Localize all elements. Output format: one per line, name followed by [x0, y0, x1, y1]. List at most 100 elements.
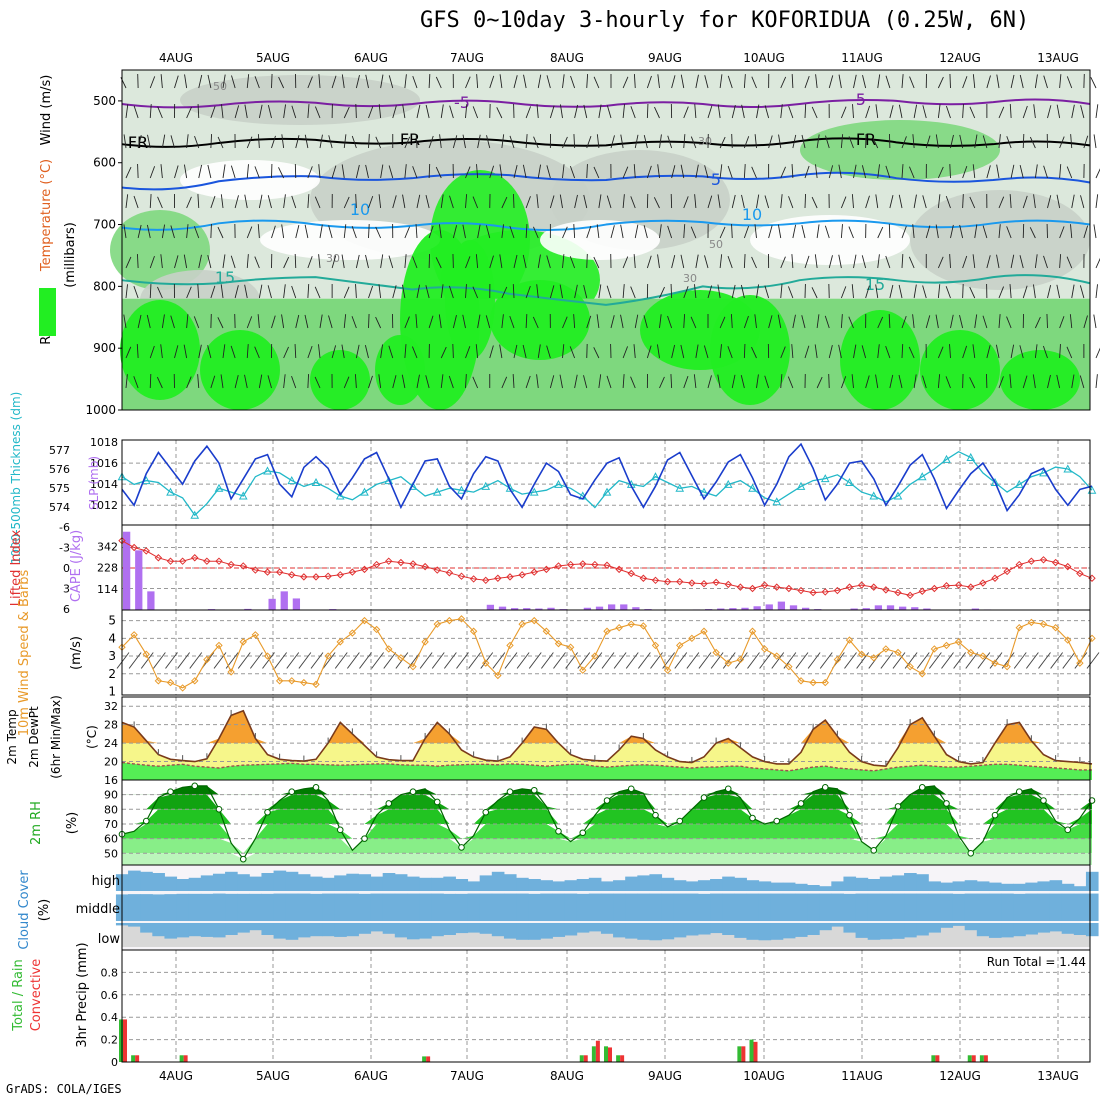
wind-barb [791, 254, 794, 269]
cloud-low-bar [613, 923, 626, 938]
cloud-high-bar [309, 876, 323, 891]
thickness-marker [214, 483, 224, 492]
lifted-index-marker [191, 554, 199, 562]
wind-barb [780, 166, 786, 179]
wind-barb [156, 376, 163, 389]
wind-barb [574, 284, 578, 299]
wind-barb [945, 376, 951, 389]
wind-barb [509, 315, 515, 329]
wind-barb [416, 194, 421, 209]
cloud-middle-bar [782, 893, 796, 921]
cloud-low-bar [576, 923, 590, 933]
wind-speed-marker [542, 627, 551, 635]
wind-barb [149, 104, 152, 119]
wind-barb [1009, 284, 1012, 299]
thickness-marker [942, 454, 951, 463]
wind-barb [703, 345, 709, 359]
surface-wind-barb [613, 652, 627, 669]
wind-barb [136, 344, 139, 359]
wind-barb [258, 104, 263, 119]
wind-barb [1059, 254, 1062, 269]
lifted-tick-label: -6 [59, 521, 70, 534]
wind-barb [452, 344, 454, 359]
cloud-level-label: high [92, 874, 120, 889]
cape-bar [632, 607, 640, 610]
wind-barb [606, 195, 612, 209]
wind-barb [304, 134, 309, 149]
rh-marker [191, 782, 199, 790]
wind-barb [634, 224, 639, 239]
wind-barb [877, 254, 880, 269]
wind-barb [186, 196, 192, 209]
cape-bar [498, 606, 507, 610]
lifted-index-marker [372, 560, 381, 569]
cloud-middle-bar [637, 893, 650, 921]
dewpoint-line [121, 761, 1092, 772]
lifted-index-marker [579, 560, 587, 568]
wind-barb [862, 75, 867, 89]
bottom-date-label: 13AUG [1037, 1069, 1079, 1083]
wind-barb [853, 344, 857, 359]
wind-barb [331, 165, 337, 179]
surface-wind-barb [953, 652, 966, 669]
wind-barb [1047, 105, 1052, 119]
wind-barb [416, 104, 421, 119]
cloud-middle-bar [140, 894, 153, 921]
rh-marker [458, 844, 465, 851]
wind-barb [210, 134, 213, 149]
wind-barb [425, 375, 430, 389]
wind-barb [1034, 344, 1038, 359]
wind-tick-label: 5 [108, 614, 116, 628]
wind-barb [198, 254, 202, 269]
wind-barb [546, 345, 551, 359]
wind-barb [937, 374, 941, 389]
lifted-index-marker [918, 587, 926, 595]
cloud-high-bar [891, 875, 905, 891]
cloud-middle-bar [1001, 893, 1014, 921]
wind-speed-marker [288, 677, 296, 685]
cloud-high-bar [176, 879, 190, 891]
wind-barb [368, 285, 374, 299]
wind-barb [536, 194, 539, 209]
wind-barb [343, 106, 350, 119]
wind-barb [622, 194, 625, 209]
wind-barb [574, 374, 578, 389]
top-date-label: 10AUG [743, 51, 785, 65]
wind-barb [304, 224, 309, 239]
wind-barb [969, 377, 976, 389]
cloud-low-bar [722, 923, 735, 935]
wind-barb [220, 374, 224, 389]
surface-wind-barb [274, 652, 287, 669]
wind-barb [489, 255, 494, 269]
thickness-marker [166, 487, 175, 496]
wind-barb [388, 75, 394, 89]
wind-barb [727, 255, 733, 269]
wind-barb [525, 314, 528, 329]
surface-wind-barb [977, 652, 991, 669]
rh-units-label: (%) [65, 812, 80, 835]
dewpoint-axis-label: 2m DewPt [27, 706, 41, 768]
wind-barb [695, 254, 699, 269]
wind-barb [974, 224, 978, 239]
wind-barb [969, 196, 976, 209]
precip-total-bar [131, 1055, 136, 1062]
surface-wind-barb [213, 652, 227, 669]
wind-barb [996, 164, 1000, 179]
wind-barb [343, 376, 350, 389]
wind-barb [137, 314, 142, 329]
wind-barb [937, 256, 944, 269]
wind-barb [246, 254, 249, 269]
wind-barb [811, 287, 818, 299]
slp-line [121, 442, 1093, 513]
pressure-tick-label: 500 [93, 94, 116, 108]
wind-barb [885, 165, 891, 179]
wind-barb [788, 196, 794, 209]
wind-barb [319, 134, 323, 149]
wind-barb [719, 136, 726, 149]
wind-barb [1034, 74, 1038, 89]
thickness-marker [602, 487, 612, 496]
surface-wind-barb [747, 652, 760, 669]
cloud-low-bar [685, 923, 699, 936]
wind-barb [570, 75, 576, 89]
wind-barb [125, 166, 132, 179]
